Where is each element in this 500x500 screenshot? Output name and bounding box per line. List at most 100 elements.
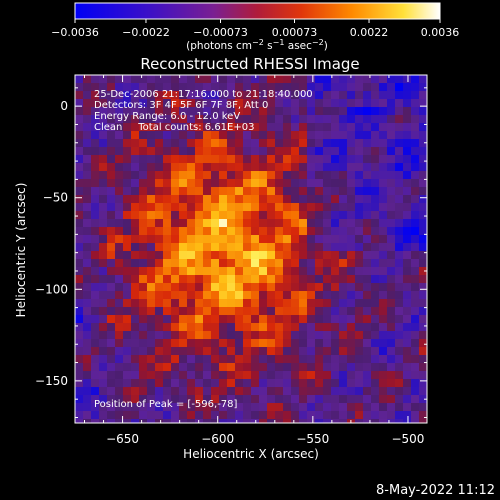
x-tick-label: −650 bbox=[106, 432, 139, 446]
heatmap-cell bbox=[163, 131, 171, 139]
heatmap-cell bbox=[227, 323, 235, 331]
heatmap-cell bbox=[267, 83, 275, 91]
heatmap-cell bbox=[227, 291, 235, 299]
heatmap-cell bbox=[419, 379, 427, 387]
heatmap-cell bbox=[139, 139, 147, 147]
heatmap-cell bbox=[315, 227, 323, 235]
heatmap-cell bbox=[275, 227, 283, 235]
heatmap-cell bbox=[99, 75, 107, 83]
heatmap-cell bbox=[403, 235, 411, 243]
heatmap-cell bbox=[139, 147, 147, 155]
heatmap-cell bbox=[331, 363, 339, 371]
heatmap-cell bbox=[331, 315, 339, 323]
heatmap-cell bbox=[323, 323, 331, 331]
heatmap-cell bbox=[283, 251, 291, 259]
heatmap-cell bbox=[387, 259, 395, 267]
heatmap-cell bbox=[163, 155, 171, 163]
heatmap-cell bbox=[163, 259, 171, 267]
heatmap-cell bbox=[299, 403, 307, 411]
heatmap-cell bbox=[259, 419, 267, 423]
heatmap-cell bbox=[323, 363, 331, 371]
heatmap-cell bbox=[395, 123, 403, 131]
heatmap-cell bbox=[147, 155, 155, 163]
heatmap-cell bbox=[123, 147, 131, 155]
heatmap-cell bbox=[243, 235, 251, 243]
heatmap-cell bbox=[259, 75, 267, 83]
heatmap-cell bbox=[99, 347, 107, 355]
heatmap-cell bbox=[227, 395, 235, 403]
heatmap-cell bbox=[403, 219, 411, 227]
heatmap-cell bbox=[411, 147, 419, 155]
heatmap-cell bbox=[195, 371, 203, 379]
heatmap-cell bbox=[131, 339, 139, 347]
heatmap-cell bbox=[203, 115, 211, 123]
heatmap-cell bbox=[323, 267, 331, 275]
heatmap-cell bbox=[203, 139, 211, 147]
heatmap-cell bbox=[155, 243, 163, 251]
heatmap-cell bbox=[179, 123, 187, 131]
heatmap-cell bbox=[379, 371, 387, 379]
heatmap-cell bbox=[99, 187, 107, 195]
heatmap-cell bbox=[171, 307, 179, 315]
heatmap-cell bbox=[387, 83, 395, 91]
heatmap-cell bbox=[243, 163, 251, 171]
heatmap-cell bbox=[243, 187, 251, 195]
heatmap-cell bbox=[347, 211, 355, 219]
heatmap-cell bbox=[411, 283, 419, 291]
heatmap-cell bbox=[315, 267, 323, 275]
heatmap-cell bbox=[99, 363, 107, 371]
heatmap-cell bbox=[395, 179, 403, 187]
heatmap-cell bbox=[291, 363, 299, 371]
heatmap-cell bbox=[363, 171, 371, 179]
heatmap-cell bbox=[299, 131, 307, 139]
heatmap-cell bbox=[131, 299, 139, 307]
heatmap-cell bbox=[131, 203, 139, 211]
heatmap-cell bbox=[131, 179, 139, 187]
heatmap-cell bbox=[179, 387, 187, 395]
heatmap-cell bbox=[347, 307, 355, 315]
heatmap-cell bbox=[195, 355, 203, 363]
heatmap-cell bbox=[283, 115, 291, 123]
heatmap-cell bbox=[355, 259, 363, 267]
heatmap-cell bbox=[283, 83, 291, 91]
heatmap-cell bbox=[83, 203, 91, 211]
heatmap-cell bbox=[299, 347, 307, 355]
heatmap-cell bbox=[139, 387, 147, 395]
heatmap-cell bbox=[347, 355, 355, 363]
heatmap-cell bbox=[251, 395, 259, 403]
heatmap-cell bbox=[131, 131, 139, 139]
heatmap-cell bbox=[147, 403, 155, 411]
heatmap-cell bbox=[403, 75, 411, 83]
heatmap-cell bbox=[259, 371, 267, 379]
heatmap-cell bbox=[403, 195, 411, 203]
heatmap-cell bbox=[363, 235, 371, 243]
heatmap-cell bbox=[307, 147, 315, 155]
heatmap-cell bbox=[171, 227, 179, 235]
heatmap-cell bbox=[187, 155, 195, 163]
heatmap-cell bbox=[211, 203, 219, 211]
heatmap-cell bbox=[219, 139, 227, 147]
heatmap-cell bbox=[299, 331, 307, 339]
heatmap-cell bbox=[403, 411, 411, 419]
heatmap-cell bbox=[379, 195, 387, 203]
heatmap-cell bbox=[267, 219, 275, 227]
heatmap-cell bbox=[139, 243, 147, 251]
heatmap-cell bbox=[331, 243, 339, 251]
heatmap-cell bbox=[171, 315, 179, 323]
heatmap-cell bbox=[91, 411, 99, 419]
heatmap-cell bbox=[155, 75, 163, 83]
heatmap-cell bbox=[371, 131, 379, 139]
heatmap-cell bbox=[411, 323, 419, 331]
heatmap-cell bbox=[371, 235, 379, 243]
heatmap-cell bbox=[171, 275, 179, 283]
heatmap-cell bbox=[75, 419, 83, 423]
heatmap-cell bbox=[171, 331, 179, 339]
heatmap-cell bbox=[91, 107, 99, 115]
heatmap-cell bbox=[227, 219, 235, 227]
heatmap-cell bbox=[251, 83, 259, 91]
heatmap-cell bbox=[251, 115, 259, 123]
heatmap-cell bbox=[235, 259, 243, 267]
heatmap-cell bbox=[275, 339, 283, 347]
heatmap-cell bbox=[275, 307, 283, 315]
heatmap-cell bbox=[243, 403, 251, 411]
